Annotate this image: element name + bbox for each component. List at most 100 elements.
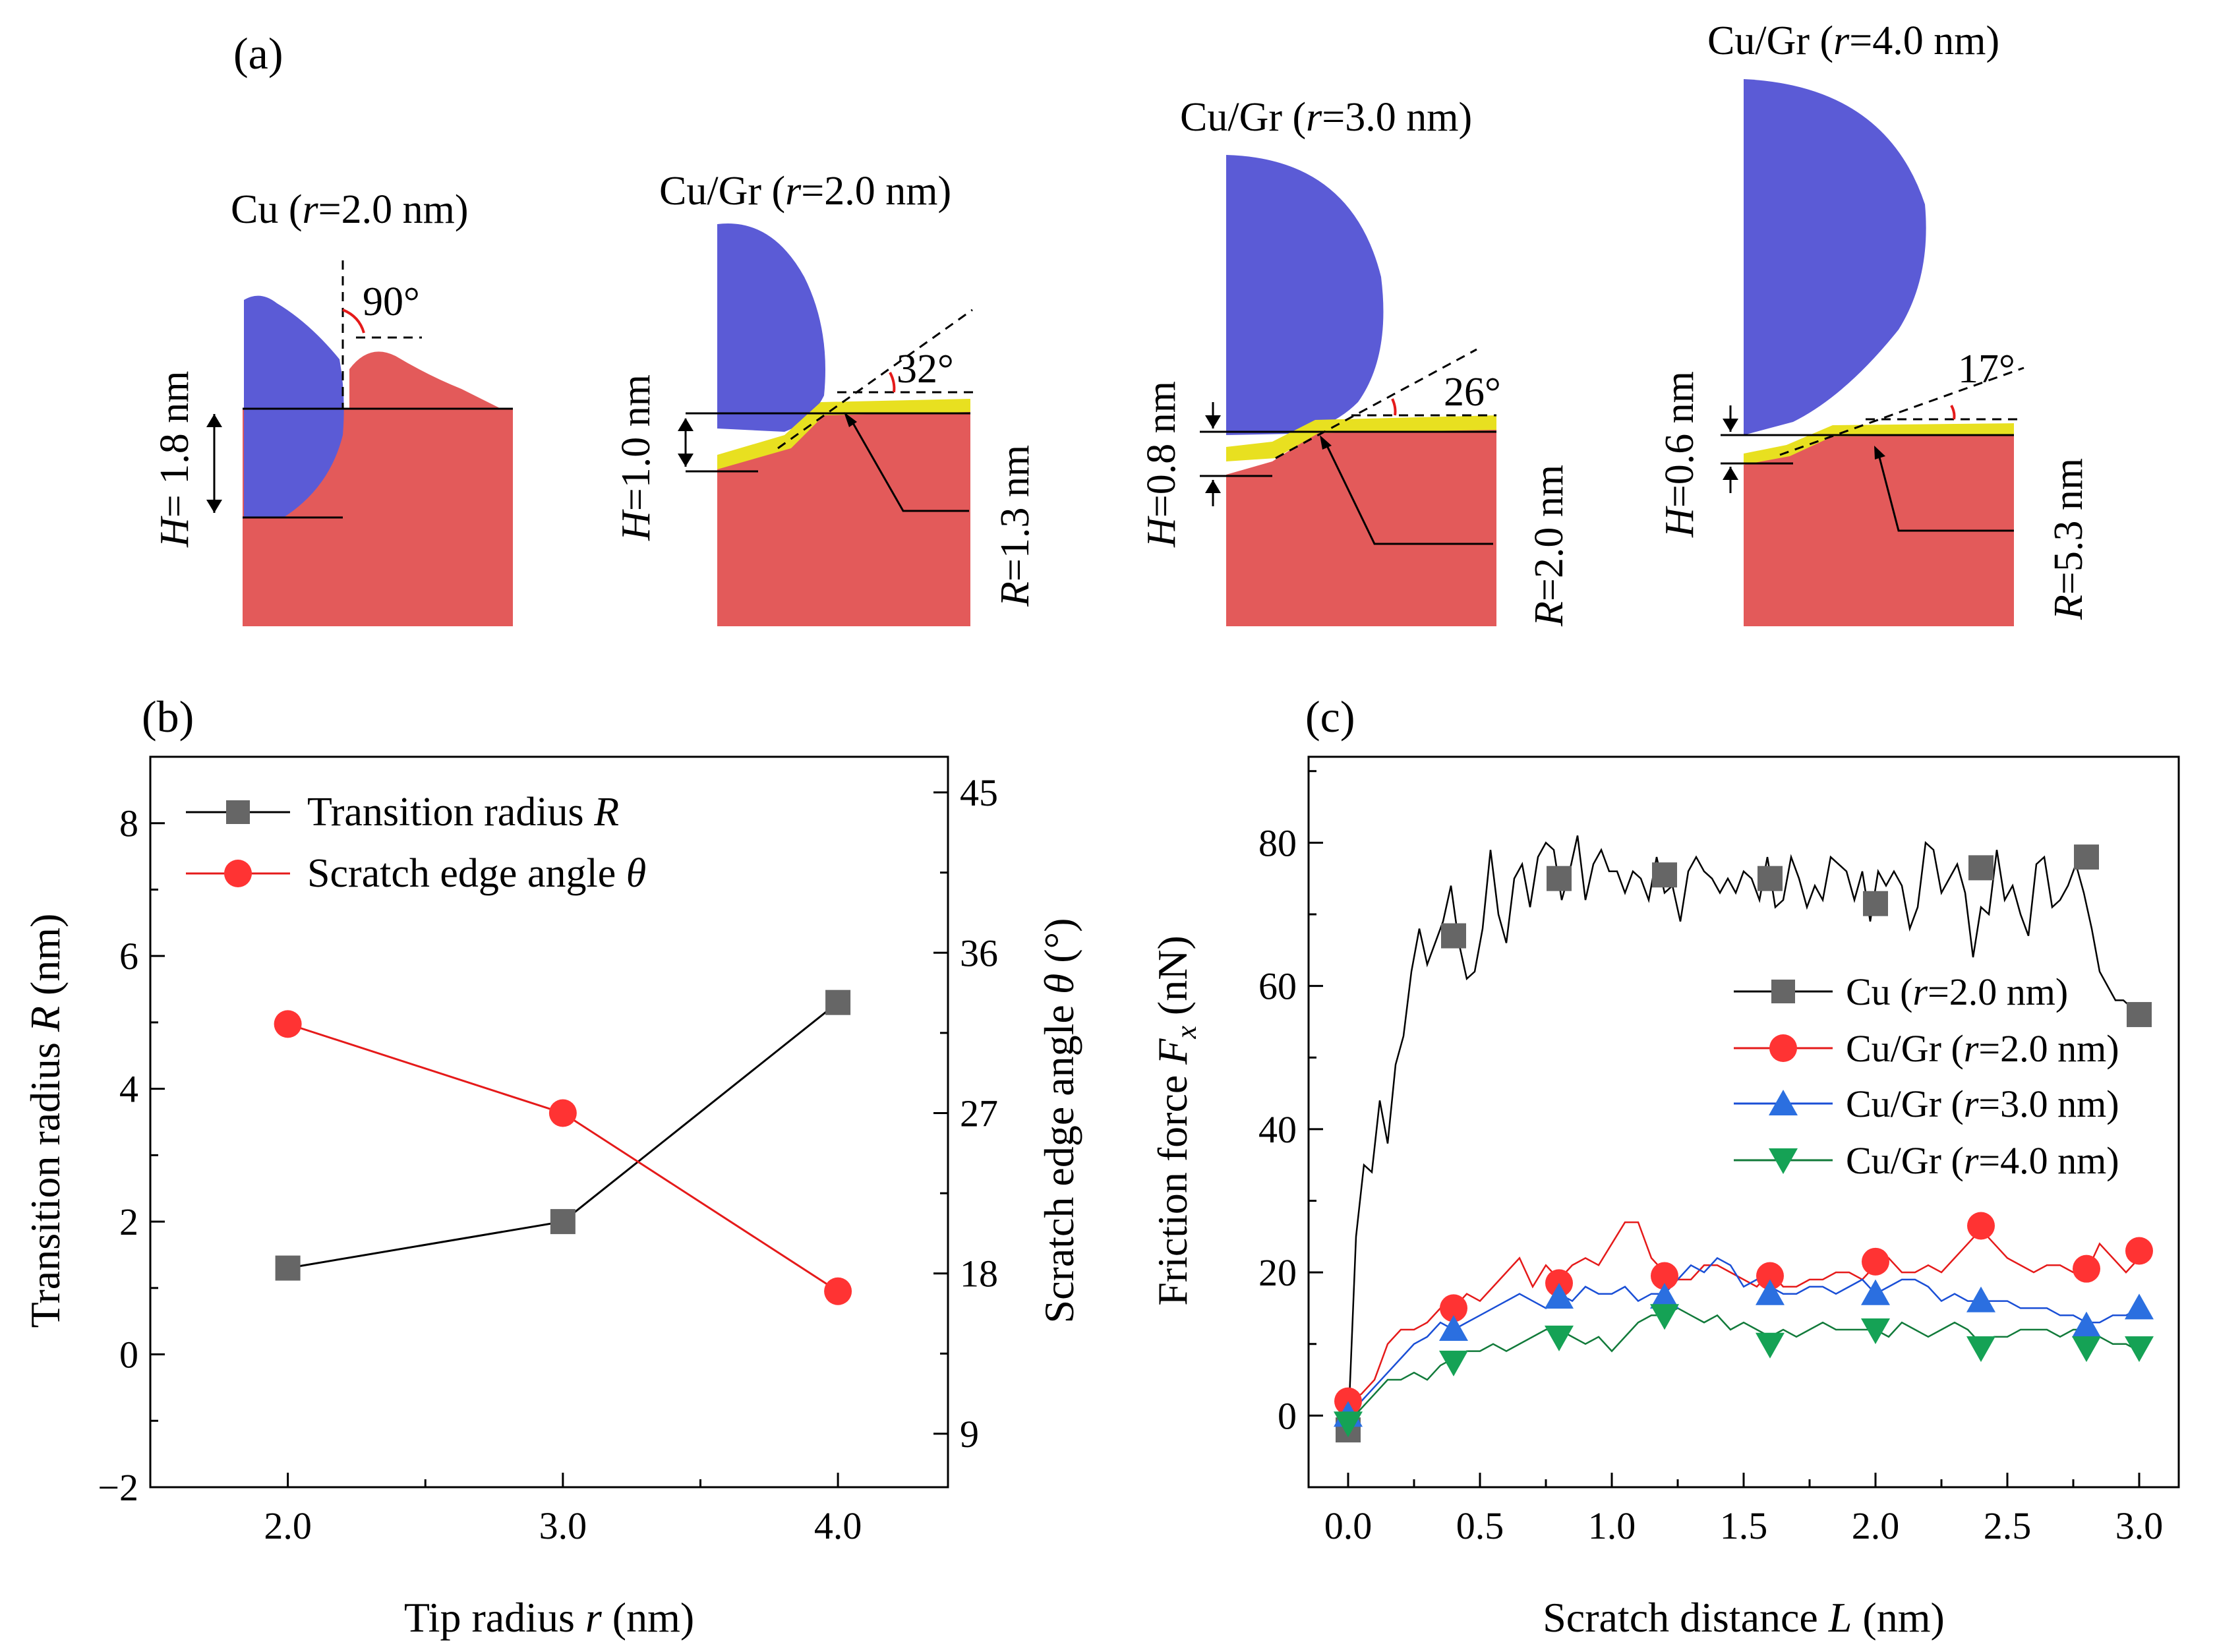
r-arrowhead [1874, 446, 1885, 459]
angle-label: 90° [363, 280, 420, 324]
panel-c-label: (c) [1305, 692, 1355, 742]
data-point [2074, 844, 2099, 870]
data-point [1441, 923, 1466, 949]
x-axis-ticks: 0.0 0.5 1.0 1.5 2.0 2.5 3.0 [1324, 1473, 2164, 1547]
x-tick-label: 4.0 [814, 1504, 862, 1547]
pileup-block [349, 351, 501, 409]
data-point [2073, 1254, 2100, 1283]
data-point [1757, 866, 1783, 891]
panel-a-sub-4: Cu/Gr (r=4.0 nm) 17° H=0.6 nm R=5.3 nm [1657, 18, 2091, 626]
arrow-down [678, 454, 694, 467]
y-left-tick-label: 8 [119, 802, 138, 845]
r-arrowhead [1320, 435, 1332, 450]
x-tick-label: 3.0 [539, 1504, 587, 1547]
data-point [2127, 1002, 2152, 1028]
y-tick-label: 20 [1258, 1251, 1297, 1294]
data-point [1650, 1304, 1679, 1330]
panel-a-sub-3-title: Cu/Gr (r=3.0 nm) [1180, 95, 1472, 140]
arrow-down [1723, 419, 1738, 432]
data-point [1545, 1325, 1574, 1351]
y-left-tick-label: 0 [119, 1334, 138, 1376]
series-layer [1334, 835, 2154, 1443]
angle-label: 17° [1958, 347, 2015, 392]
angle-arc [1950, 405, 1956, 420]
tip-block [1744, 79, 1926, 435]
r-label: R=1.3 nm [993, 445, 1038, 607]
panel-a-sub-1-title: Cu (r=2.0 nm) [231, 187, 468, 232]
h-label: H=1.0 nm [614, 374, 659, 541]
y-right-tick-label: 18 [960, 1253, 998, 1295]
data-point [275, 1255, 301, 1281]
data-point [550, 1209, 576, 1235]
y-right-tick-label: 9 [960, 1413, 979, 1456]
slope-dash [1779, 367, 2024, 456]
y-left-tick-label: 6 [119, 935, 138, 978]
series-line-0 [1347, 835, 2140, 1431]
legend-marker-circle [1769, 1034, 1797, 1062]
data-point [1966, 1286, 1995, 1313]
data-point [1968, 855, 1994, 881]
r-leader-line [849, 418, 969, 512]
data-point [2072, 1336, 2101, 1363]
arrow-up [1723, 467, 1738, 480]
legend-marker-square [1771, 980, 1795, 1003]
arrow-up [1205, 480, 1221, 493]
panel-a-sub-2: Cu/Gr (r=2.0 nm) 32° H=1.0 nm R=1.3 nm [614, 169, 1038, 626]
data-point [1334, 1411, 1363, 1438]
data-point [2072, 1311, 2101, 1338]
legend-label-cugr-r3: Cu/Gr (r=3.0 nm) [1846, 1082, 2119, 1125]
data-point [1440, 1294, 1467, 1322]
data-point [1439, 1350, 1468, 1376]
slope-dash [1275, 348, 1477, 459]
legend-marker-triangle-down [1769, 1148, 1798, 1174]
arrow-down [1205, 415, 1221, 428]
angle-arc [889, 372, 896, 393]
r-leader-line [1877, 454, 2014, 532]
angle-label: 32° [897, 347, 954, 392]
h-label: H= 1.8 nm [152, 371, 197, 548]
x-tick-label: 0.5 [1456, 1504, 1504, 1547]
legend-marker-circle [224, 860, 252, 887]
y-left-tick-label: 2 [119, 1200, 138, 1243]
y-right-tick-label: 36 [960, 931, 998, 974]
data-point [1863, 891, 1888, 916]
data-point [1756, 1262, 1784, 1290]
series-line-1 [1347, 1221, 2140, 1402]
graphene-layer [1226, 415, 1496, 461]
y-left-tick-label: 4 [119, 1068, 138, 1111]
legend-label-transition-radius: Transition radius R [307, 790, 619, 835]
legend-label-cu-r2: Cu (r=2.0 nm) [1846, 970, 2068, 1013]
legend-label-scratch-edge-angle: Scratch edge angle θ [307, 851, 646, 896]
y-right-axis-ticks: 9 18 27 36 45 [933, 771, 998, 1456]
data-point [2125, 1237, 2153, 1265]
x-tick-label: 3.0 [2115, 1504, 2164, 1547]
y-right-axis-title: Scratch edge angle θ (°) [1036, 918, 1082, 1324]
legend-marker-square [226, 800, 250, 824]
h-label: H=0.6 nm [1657, 371, 1702, 538]
data-point [1967, 1212, 1995, 1240]
tip-block [244, 295, 344, 517]
angle-label: 26° [1444, 370, 1501, 415]
x-axis-ticks: 2.0 3.0 4.0 [264, 1473, 862, 1547]
x-axis-title: Scratch distance L (nm) [1543, 1594, 1945, 1641]
graphene-layer [1744, 423, 2014, 465]
r-label: R=5.3 nm [2046, 458, 2091, 620]
y-tick-label: 60 [1258, 965, 1297, 1008]
data-point [2125, 1293, 2154, 1320]
series-line-3 [1347, 1307, 2140, 1424]
angle-arc [1391, 398, 1397, 416]
series-layer [274, 989, 852, 1305]
plot-frame [149, 755, 949, 1489]
x-tick-label: 2.0 [264, 1504, 312, 1547]
data-point [1547, 866, 1572, 891]
series-line-2 [1347, 1256, 2140, 1417]
data-point [274, 1010, 302, 1038]
data-point [1651, 1262, 1678, 1290]
y-tick-label: 40 [1258, 1108, 1297, 1151]
x-axis-title: Tip radius r (nm) [404, 1594, 694, 1641]
x-tick-label: 2.5 [1984, 1504, 2032, 1547]
x-tick-label: 1.0 [1588, 1504, 1636, 1547]
slope-dash [777, 309, 973, 450]
data-point [1861, 1318, 1890, 1345]
